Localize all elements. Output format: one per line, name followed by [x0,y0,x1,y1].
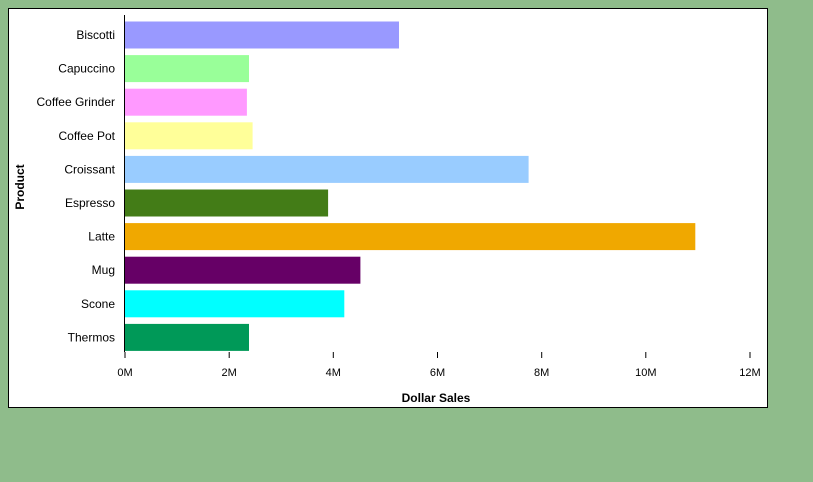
x-tick-label: 12M [739,367,760,379]
bar-coffee-grinder [125,88,247,116]
category-label-capuccino: Capuccino [58,62,115,76]
bar-chart: Biscotti Capuccino Coffee Grinder Coffee Po… [13,15,761,405]
bar-croissant [125,155,529,183]
x-tick-label: 10M [635,367,656,379]
x-tick-label: 0M [117,367,132,379]
category-label-latte: Latte [88,230,115,244]
bar-latte [125,223,696,251]
bar-coffee-pot [125,122,253,150]
bar-mug [125,256,361,284]
x-axis-ticks: 0M 2M 4M 6M 8M 10M 12M [117,352,761,379]
category-label-thermos: Thermos [68,330,115,344]
x-tick-label: 2M [222,367,237,379]
category-label-coffee-pot: Coffee Pot [59,129,116,143]
x-axis-title: Dollar Sales [402,391,471,405]
category-label-coffee-grinder: Coffee Grinder [37,95,116,109]
x-tick-label: 8M [534,367,549,379]
y-axis-title: Product [13,164,27,209]
bar-scone [125,290,345,318]
category-label-mug: Mug [92,263,115,277]
category-label-croissant: Croissant [64,162,115,176]
category-label-scone: Scone [81,297,115,311]
x-tick-label: 6M [430,367,445,379]
x-tick-label: 4M [326,367,341,379]
chart-panel: Biscotti Capuccino Coffee Grinder Coffee Po… [8,8,768,408]
category-label-espresso: Espresso [65,196,115,210]
category-labels: Biscotti Capuccino Coffee Grinder Coffee Po… [37,28,116,344]
bar-capuccino [125,55,249,83]
category-label-biscotti: Biscotti [76,28,115,42]
bars-group [125,21,696,351]
bar-biscotti [125,21,399,49]
bar-thermos [125,323,249,351]
bar-espresso [125,189,329,217]
